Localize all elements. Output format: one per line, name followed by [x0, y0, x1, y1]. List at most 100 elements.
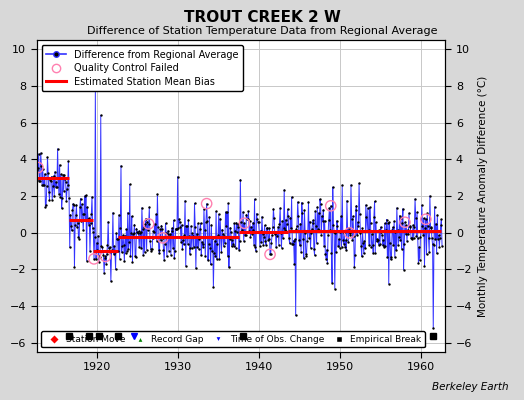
Point [155, 247, 163, 253]
Point [215, 211, 223, 218]
Point [331, 285, 339, 292]
Point [50, 192, 58, 199]
Point [254, 219, 263, 225]
Point [49, 173, 58, 179]
Point [250, 196, 259, 202]
Point [192, 231, 201, 237]
Point [340, 240, 348, 247]
Point [195, 226, 204, 232]
Point [108, 210, 117, 216]
Point [302, 253, 311, 259]
Point [45, 196, 53, 203]
Point [422, 251, 431, 258]
Point [68, 207, 77, 214]
Point [366, 220, 375, 226]
Point [185, 250, 194, 257]
Point [150, 229, 158, 236]
Point [40, 182, 48, 188]
Point [82, 258, 91, 264]
Point [305, 218, 314, 225]
Point [167, 228, 176, 234]
Point [236, 176, 245, 183]
Legend: Station Move, Record Gap, Time of Obs. Change, Empirical Break: Station Move, Record Gap, Time of Obs. C… [41, 331, 425, 348]
Point [400, 240, 408, 247]
Point [283, 221, 291, 227]
Point [285, 235, 293, 242]
Point [327, 250, 335, 256]
Point [310, 246, 318, 252]
Point [45, 189, 53, 195]
Point [66, 244, 74, 250]
Point [433, 212, 442, 218]
Point [110, 251, 118, 257]
Point [34, 164, 42, 171]
Point [136, 229, 145, 235]
Point [275, 242, 283, 248]
Point [220, 243, 228, 249]
Point [95, 253, 104, 259]
Point [155, 250, 163, 257]
Point [385, 280, 393, 287]
Point [166, 231, 174, 238]
Point [90, 256, 98, 262]
Point [232, 244, 240, 251]
Point [401, 219, 409, 226]
Point [171, 226, 180, 232]
Point [114, 248, 123, 254]
Point [434, 232, 443, 239]
Point [239, 209, 247, 215]
Point [211, 253, 220, 260]
Point [334, 243, 342, 249]
Point [421, 224, 429, 231]
Point [69, 200, 78, 207]
Point [321, 217, 329, 224]
Point [272, 229, 281, 235]
Point [308, 220, 316, 226]
Point [244, 208, 253, 215]
Point [415, 244, 423, 250]
Point [345, 225, 353, 231]
Point [105, 244, 114, 250]
Point [61, 179, 70, 186]
Point [218, 226, 226, 233]
Point [171, 248, 179, 254]
Point [97, 243, 106, 250]
Point [265, 225, 274, 231]
Point [51, 184, 60, 190]
Point [258, 231, 267, 237]
Point [435, 243, 443, 250]
Point [431, 236, 440, 242]
Point [191, 224, 199, 230]
Point [125, 238, 133, 245]
Point [44, 170, 52, 176]
Point [301, 230, 309, 236]
Point [372, 219, 380, 226]
Point [161, 220, 170, 226]
Point [62, 198, 71, 204]
Point [234, 224, 243, 230]
Point [37, 162, 46, 169]
Point [188, 230, 196, 236]
Point [235, 246, 243, 253]
Point [336, 213, 345, 220]
Point [305, 235, 313, 242]
Point [201, 253, 210, 260]
Point [263, 225, 271, 231]
Point [170, 255, 179, 262]
Point [137, 245, 146, 251]
Point [84, 215, 92, 222]
Point [262, 242, 270, 248]
Point [80, 193, 89, 199]
Point [65, 194, 73, 201]
Point [206, 244, 214, 251]
Point [140, 223, 148, 230]
Point [281, 217, 290, 223]
Point [315, 227, 323, 233]
Point [296, 242, 304, 248]
Point [331, 230, 340, 236]
Point [35, 178, 43, 184]
Point [314, 226, 322, 233]
Point [196, 220, 205, 226]
Point [408, 235, 417, 241]
Point [304, 199, 313, 205]
